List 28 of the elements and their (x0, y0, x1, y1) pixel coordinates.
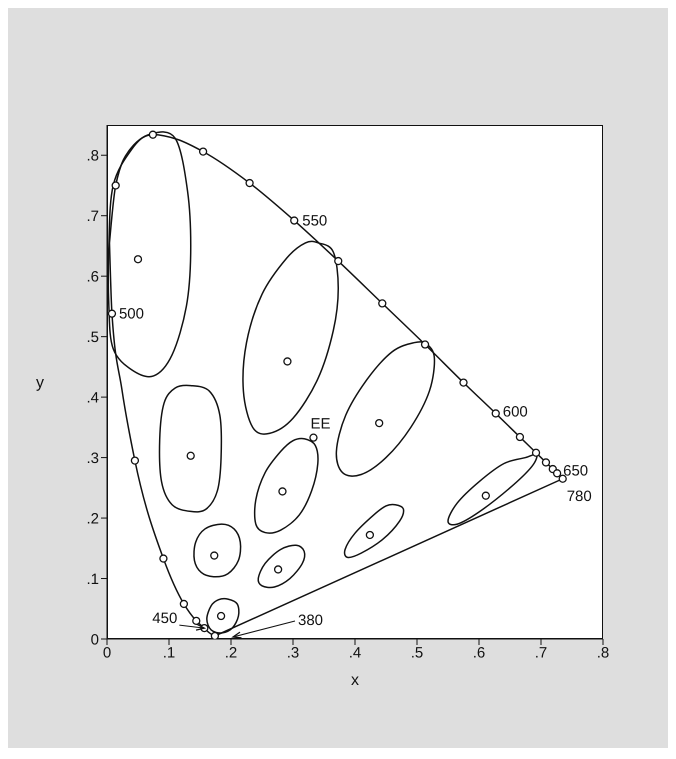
x-tick-label: .5 (410, 644, 424, 662)
x-tick-label: .3 (286, 644, 300, 662)
y-tick-label: .1 (86, 570, 99, 588)
x-tick-label: .7 (534, 644, 548, 662)
annotation: 500 (118, 306, 144, 323)
y-tick-label: .7 (86, 208, 99, 226)
x-tick-label: .8 (596, 644, 610, 662)
y-tick-label: .3 (86, 450, 99, 467)
annotation: 380 (298, 612, 324, 629)
y-tick-label: .2 (86, 510, 99, 528)
annotation: 450 (152, 610, 178, 628)
x-tick-label: .4 (348, 644, 362, 662)
y-tick-label: .6 (86, 268, 99, 286)
annotation: 550 (302, 212, 328, 230)
annotation: 780 (566, 488, 592, 505)
x-tick-label: 0 (102, 644, 112, 662)
x-tick-label: .2 (224, 644, 238, 662)
y-tick-label: .5 (86, 328, 99, 346)
annotation: 600 (502, 403, 528, 420)
x-tick-label: .1 (162, 644, 176, 662)
x-tick-label: .6 (472, 644, 486, 662)
y-tick-label: 0 (90, 631, 99, 648)
y-axis-title: y (36, 374, 44, 392)
y-tick-label: .8 (86, 148, 99, 165)
annotation: EE (310, 416, 330, 433)
y-tick-label: .4 (86, 389, 99, 406)
annotation: 650 (563, 462, 588, 480)
x-axis-title: x (351, 672, 359, 689)
